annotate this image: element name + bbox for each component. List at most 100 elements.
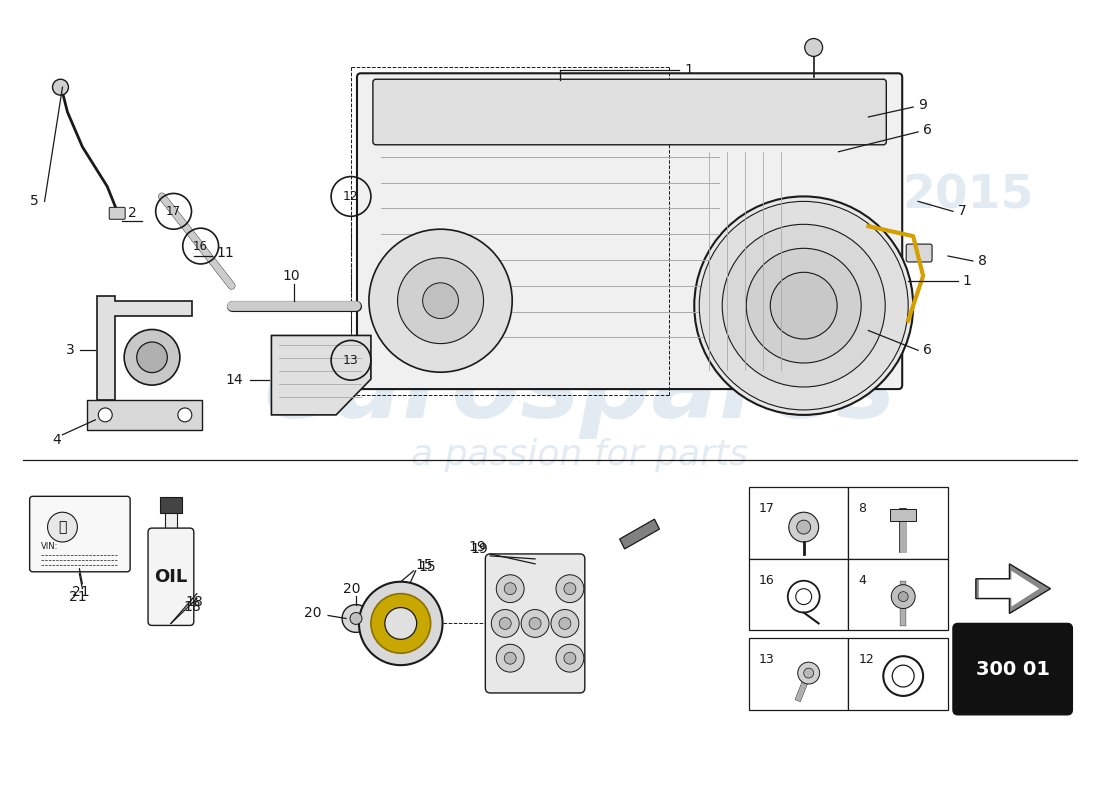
Polygon shape <box>619 519 659 549</box>
Text: OIL: OIL <box>154 568 187 586</box>
Circle shape <box>504 652 516 664</box>
Circle shape <box>342 605 370 632</box>
Circle shape <box>694 197 913 415</box>
Circle shape <box>564 582 576 594</box>
Circle shape <box>723 224 886 387</box>
Text: 2: 2 <box>129 206 138 220</box>
Circle shape <box>529 618 541 630</box>
Text: 17: 17 <box>166 205 182 218</box>
Circle shape <box>492 610 519 638</box>
Circle shape <box>556 574 584 602</box>
Text: 13: 13 <box>343 354 359 366</box>
Text: a passion for parts: a passion for parts <box>411 438 748 472</box>
Text: 1: 1 <box>962 274 971 288</box>
Circle shape <box>796 520 811 534</box>
Bar <box>749 487 848 559</box>
Circle shape <box>798 662 820 684</box>
Circle shape <box>499 618 512 630</box>
Circle shape <box>53 79 68 95</box>
Circle shape <box>371 594 430 654</box>
FancyBboxPatch shape <box>906 244 932 262</box>
Text: 19: 19 <box>471 542 488 556</box>
Bar <box>749 559 848 630</box>
Text: 18: 18 <box>183 599 200 614</box>
Text: 300 01: 300 01 <box>976 660 1049 678</box>
Circle shape <box>47 512 77 542</box>
FancyBboxPatch shape <box>953 623 1072 714</box>
Circle shape <box>805 38 823 57</box>
Circle shape <box>559 618 571 630</box>
Circle shape <box>521 610 549 638</box>
Text: 6: 6 <box>923 343 932 358</box>
Circle shape <box>770 272 837 339</box>
Text: 3: 3 <box>66 343 75 358</box>
Text: 8: 8 <box>858 502 867 515</box>
Text: 4: 4 <box>52 433 60 446</box>
Text: 16: 16 <box>194 239 208 253</box>
Circle shape <box>422 283 459 318</box>
FancyBboxPatch shape <box>373 79 887 145</box>
Circle shape <box>556 644 584 672</box>
Circle shape <box>496 644 524 672</box>
Text: 2015: 2015 <box>902 174 1034 219</box>
Text: 16: 16 <box>759 574 774 586</box>
Text: 15: 15 <box>416 558 433 572</box>
Circle shape <box>564 652 576 664</box>
Circle shape <box>350 613 362 625</box>
Bar <box>165 512 177 534</box>
Circle shape <box>359 582 442 665</box>
Text: 7: 7 <box>958 204 967 218</box>
Polygon shape <box>976 564 1050 614</box>
Text: 12: 12 <box>858 654 874 666</box>
Text: 20: 20 <box>343 582 361 596</box>
Circle shape <box>891 585 915 609</box>
Text: 15: 15 <box>419 560 437 574</box>
FancyBboxPatch shape <box>148 528 194 626</box>
FancyBboxPatch shape <box>109 207 125 219</box>
Text: 11: 11 <box>217 246 234 260</box>
FancyBboxPatch shape <box>358 74 902 389</box>
Bar <box>87 400 201 430</box>
Text: 21: 21 <box>68 590 86 604</box>
Text: 13: 13 <box>759 654 774 666</box>
Polygon shape <box>979 571 1040 606</box>
Text: 12: 12 <box>343 190 359 203</box>
FancyBboxPatch shape <box>485 554 585 693</box>
Text: 20: 20 <box>304 606 321 619</box>
Circle shape <box>136 342 167 373</box>
Circle shape <box>551 610 579 638</box>
Text: 10: 10 <box>283 269 300 283</box>
Text: VIN:: VIN: <box>41 542 58 551</box>
Text: 14: 14 <box>226 373 243 387</box>
Text: 🐂: 🐂 <box>58 520 67 534</box>
Circle shape <box>98 408 112 422</box>
Bar <box>848 638 948 710</box>
Text: 8: 8 <box>978 254 987 268</box>
Circle shape <box>804 668 814 678</box>
Text: 4: 4 <box>858 574 867 586</box>
Bar <box>890 510 916 521</box>
Circle shape <box>397 258 484 343</box>
Text: 9: 9 <box>918 98 927 112</box>
FancyBboxPatch shape <box>30 496 130 572</box>
Bar <box>160 498 182 514</box>
Circle shape <box>385 607 417 639</box>
Circle shape <box>899 592 909 602</box>
Text: 17: 17 <box>759 502 774 515</box>
Text: 18: 18 <box>186 594 204 609</box>
Text: 19: 19 <box>469 540 486 554</box>
Circle shape <box>178 408 191 422</box>
Text: eurospares: eurospares <box>264 342 896 438</box>
Circle shape <box>124 330 180 385</box>
Circle shape <box>746 248 861 363</box>
Text: 1: 1 <box>684 63 693 78</box>
Polygon shape <box>97 296 191 400</box>
Bar <box>848 559 948 630</box>
Polygon shape <box>272 335 371 415</box>
Text: 6: 6 <box>923 123 932 137</box>
Circle shape <box>368 229 513 372</box>
Text: 21: 21 <box>72 585 89 598</box>
Circle shape <box>700 202 909 410</box>
Circle shape <box>789 512 818 542</box>
Bar <box>848 487 948 559</box>
